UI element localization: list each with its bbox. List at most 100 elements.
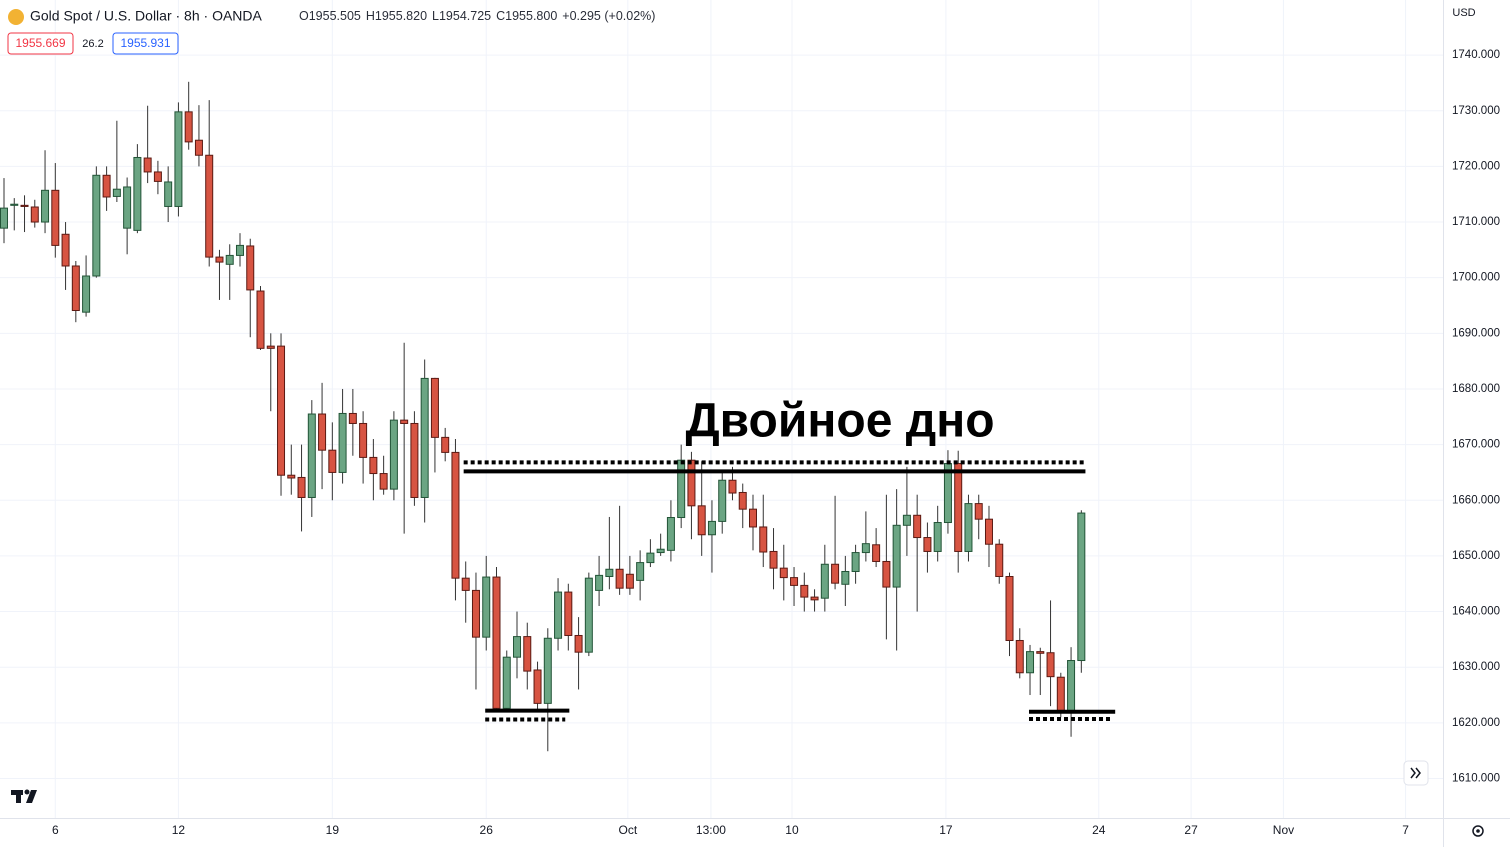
- candle-body: [820, 563, 829, 599]
- y-tick-label: 1660.000: [1452, 494, 1500, 506]
- candle-body: [656, 548, 665, 554]
- candle-body: [92, 174, 101, 277]
- y-tick-label: 1700.000: [1452, 272, 1500, 284]
- candle-body: [256, 290, 265, 349]
- y-tick-label: 1610.000: [1452, 773, 1500, 785]
- candle-body: [564, 591, 573, 636]
- candle-body: [51, 189, 60, 246]
- y-tick-label: 1680.000: [1452, 383, 1500, 395]
- ohlc-value: H1955.820: [366, 9, 427, 23]
- buy-box[interactable]: [112, 32, 179, 55]
- candle-body: [954, 463, 963, 552]
- candle-body: [441, 436, 450, 453]
- annotation: Двойное дно: [685, 395, 994, 448]
- sell-price[interactable]: 1955.669: [15, 36, 65, 50]
- y-tick-label: 1670.000: [1452, 439, 1500, 451]
- candle-body: [790, 577, 799, 586]
- candle-body: [30, 206, 39, 223]
- candle-body: [882, 560, 891, 588]
- candle-body: [913, 514, 922, 539]
- currency[interactable]: USD: [1452, 7, 1475, 19]
- candle-body: [246, 245, 255, 291]
- candle-body: [0, 207, 9, 229]
- buy-price[interactable]: 1955.931: [120, 36, 170, 50]
- x-tick-label: 17: [939, 823, 953, 837]
- candle-body: [738, 491, 747, 510]
- candle-body: [759, 526, 768, 553]
- candle-body: [102, 174, 111, 198]
- tv-logo: [11, 789, 37, 803]
- candle-body: [1015, 639, 1024, 674]
- drawings: [463, 460, 1116, 722]
- candle-body: [112, 188, 121, 197]
- sell-box[interactable]: [7, 32, 74, 55]
- candle-body: [482, 576, 491, 638]
- candle-body: [174, 111, 183, 207]
- candle-body: [235, 244, 244, 256]
- y-tick-label: 1690.000: [1452, 327, 1500, 339]
- candle-body: [389, 419, 398, 490]
- y-tick-label: 1630.000: [1452, 661, 1500, 673]
- candle-body: [369, 456, 378, 475]
- ohlc-value: C1955.800: [496, 9, 557, 23]
- x-tick-label: 13:00: [696, 823, 726, 837]
- candle-body: [184, 111, 193, 143]
- candle-body: [769, 550, 778, 569]
- candle-body: [359, 422, 368, 458]
- candle-body: [636, 562, 645, 581]
- y-tick-label: 1640.000: [1452, 606, 1500, 618]
- candle-body: [1036, 651, 1045, 654]
- ohlc-legend: O1955.505 H1955.820 L1954.725 C1955.800 +0.2…: [299, 9, 655, 23]
- candle-body: [861, 543, 870, 554]
- candle-body: [574, 634, 583, 653]
- y-tick-label: 1740.000: [1452, 49, 1500, 61]
- candle-body: [995, 543, 1004, 577]
- y-tick-label: 1730.000: [1452, 105, 1500, 117]
- candle-body: [584, 577, 593, 653]
- candle-body: [410, 422, 419, 498]
- candle-body: [143, 157, 152, 173]
- candle-body: [164, 181, 173, 207]
- spread: 26.2: [82, 38, 103, 50]
- y-tick-label: 1650.000: [1452, 550, 1500, 562]
- candle-body: [677, 459, 686, 519]
- candle-body: [892, 524, 901, 588]
- x-tick-label: 12: [172, 823, 186, 837]
- y-tick-label: 1710.000: [1452, 216, 1500, 228]
- settings-button[interactable]: [1472, 825, 1484, 837]
- candle-body: [20, 204, 29, 207]
- candle-body: [461, 577, 470, 591]
- candle-body: [984, 518, 993, 545]
- x-tick-label: Nov: [1273, 823, 1294, 837]
- candle-body: [287, 474, 296, 479]
- candle-body: [533, 669, 542, 704]
- candle-body: [400, 419, 409, 424]
- candle-body: [133, 156, 142, 231]
- symbol-icon: [8, 9, 24, 25]
- candle-body: [471, 589, 480, 638]
- candle-body: [492, 576, 501, 709]
- candle-body: [71, 265, 80, 312]
- candles: [0, 81, 1086, 752]
- candle-body: [923, 537, 932, 552]
- candle-body: [1056, 676, 1065, 712]
- candle-body: [194, 139, 203, 156]
- candle-body: [297, 476, 306, 498]
- scroll-button[interactable]: [1403, 760, 1429, 786]
- candle-body: [1026, 651, 1035, 674]
- candle-body: [82, 275, 91, 313]
- ohlc-value: L1954.725: [432, 9, 491, 23]
- ohlc-value: +0.295 (+0.02%): [562, 9, 655, 23]
- candle-body: [1077, 512, 1086, 662]
- candle-body: [974, 503, 983, 520]
- candle-body: [718, 479, 727, 522]
- grid: [0, 0, 1443, 818]
- candle-body: [523, 636, 532, 672]
- candle-body: [277, 345, 286, 476]
- candle-body: [502, 656, 511, 709]
- candle-body: [728, 479, 737, 494]
- candle-body: [554, 591, 563, 639]
- y-tick-label: 1720.000: [1452, 160, 1500, 172]
- candle-body: [748, 508, 757, 528]
